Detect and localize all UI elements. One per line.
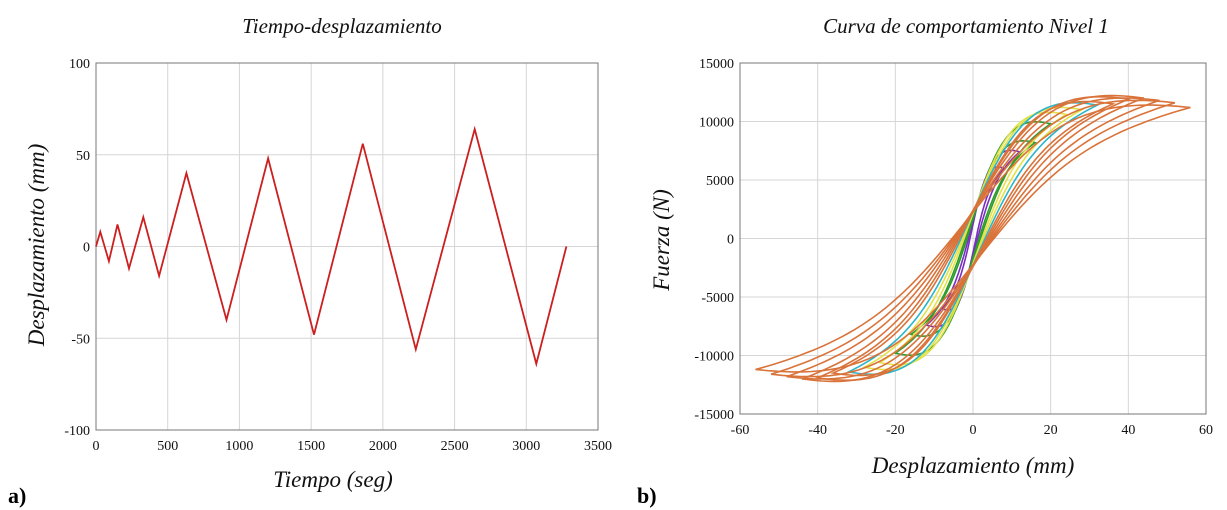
hysteresis-loop (770, 99, 1176, 378)
x-tick-label-a: 1000 (225, 439, 253, 454)
y-axis-label-b: Fuerza (N) (649, 189, 674, 292)
chart-title-a: Tiempo-desplazamiento (242, 14, 442, 38)
x-tick-label-a: 1500 (297, 439, 325, 454)
series-displacement-line (95, 125, 568, 368)
y-tick-label-b: 15000 (699, 57, 734, 72)
x-tick-label-b: 60 (1199, 423, 1213, 438)
panel-label-a: a) (8, 483, 26, 508)
tick-labels-a: 0 500 1000 1500 2000 2500 3000 3500 -100 -50 0 50 10… (64, 57, 612, 454)
y-tick-label-b: -10000 (694, 350, 734, 365)
y-tick-label-a: 50 (76, 149, 90, 164)
x-axis-label-b: Desplazamiento (mm) (871, 453, 1075, 478)
hysteresis-loop (786, 97, 1160, 380)
hysteresis-loop (814, 96, 1132, 381)
hysteresis-loop (830, 100, 1116, 377)
x-tick-label-a: 2000 (369, 439, 397, 454)
y-tick-label-a: -100 (64, 424, 90, 439)
chart-title-b: Curva de comportamiento Nivel 1 (823, 14, 1109, 38)
chart-time-displacement: 0 500 1000 1500 2000 2500 3000 3500 -100 -50 0 50 10… (8, 14, 612, 508)
y-tick-label-b: -15000 (694, 408, 734, 423)
x-tick-label-b: 20 (1044, 423, 1058, 438)
y-tick-label-a: 0 (83, 241, 90, 256)
x-tick-label-b: -40 (808, 423, 827, 438)
x-tick-label-b: 40 (1121, 423, 1135, 438)
chart-behavior-curve: -60 -40 -20 0 20 40 60 -15000 -10000 -5000 0 5000 10… (637, 14, 1213, 508)
x-tick-label-a: 2500 (441, 439, 469, 454)
x-tick-label-a: 0 (93, 439, 100, 454)
y-tick-label-a: 100 (69, 57, 90, 72)
x-tick-label-a: 3000 (512, 439, 540, 454)
y-tick-label-b: 0 (727, 233, 734, 248)
hysteresis-loop (877, 111, 1069, 366)
x-tick-label-a: 3500 (584, 439, 612, 454)
hysteresis-loops (755, 94, 1191, 383)
x-tick-label-b: -20 (886, 423, 905, 438)
x-tick-label-a: 500 (157, 439, 178, 454)
x-tick-label-b: -60 (731, 423, 750, 438)
grid-a (95, 62, 599, 431)
plot-frame-b (739, 62, 1207, 415)
y-axis-label-a: Desplazamiento (mm) (24, 144, 49, 348)
x-tick-label-b: 0 (970, 423, 977, 438)
y-tick-label-b: -5000 (701, 291, 734, 306)
y-tick-label-a: -50 (71, 332, 90, 347)
panel-label-b: b) (637, 483, 657, 508)
y-tick-label-b: 5000 (706, 174, 734, 189)
hysteresis-loop (755, 104, 1191, 373)
y-tick-label-b: 10000 (699, 116, 734, 131)
tick-labels-b: -60 -40 -20 0 20 40 60 -15000 -10000 -5000 0 5000 10… (694, 57, 1213, 438)
x-axis-label-a: Tiempo (seg) (273, 467, 392, 492)
hysteresis-loop (893, 121, 1053, 356)
